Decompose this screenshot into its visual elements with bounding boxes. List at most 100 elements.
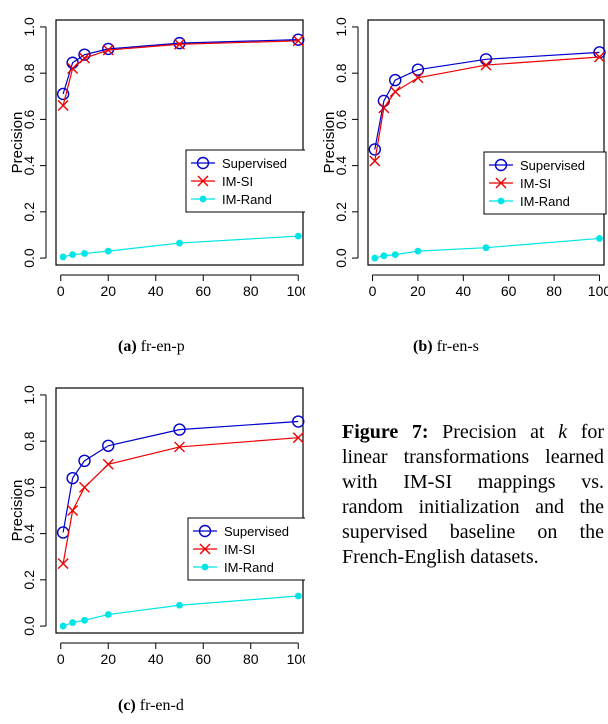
series-im-si: [57, 432, 304, 570]
y-tick-label: 0.4: [21, 524, 37, 544]
chart-panel-c: 0 20 40 60 80 100 k 0.0 0.2 0.4 0.6 0.8 1.0 Precision…: [0, 368, 305, 668]
y-tick-label: 0.2: [21, 202, 37, 222]
data-point-stroke-b: [292, 35, 304, 47]
x-tick-label: 100: [287, 651, 305, 667]
series-im-rand: [59, 592, 302, 630]
data-point-stroke-b: [389, 86, 401, 98]
data-point-stroke-b: [174, 441, 185, 453]
caption-c: (c) fr-en-d: [118, 697, 184, 715]
series-im-rand: [59, 232, 302, 261]
legend-label: IM-Rand: [222, 192, 272, 207]
data-point: [81, 250, 88, 257]
data-point-stroke-b: [57, 100, 69, 112]
chart-fr-en-d: 0 20 40 60 80 100 k 0.0 0.2 0.4 0.6 0.8 1.0 Precision…: [9, 385, 305, 668]
data-point: [368, 143, 382, 156]
data-point-stroke-b: [102, 458, 114, 470]
legend: Supervised IM-SI IM-Rand: [483, 151, 607, 215]
data-point-stroke-b: [102, 44, 114, 56]
data-point: [391, 251, 399, 258]
data-point: [66, 471, 79, 485]
y-tick-label: 0.2: [21, 570, 37, 590]
data-point: [102, 458, 114, 470]
x-tick-label: 100: [287, 283, 305, 299]
data-point: [389, 86, 401, 98]
legend-label: IM-SI: [520, 176, 551, 191]
series-line: [374, 56, 600, 162]
y-axis-label: Precision: [321, 112, 338, 174]
data-point: [411, 63, 425, 76]
series-supervised: [56, 415, 305, 539]
caption-c-text: fr-en-d: [139, 697, 184, 714]
data-point-stroke-b: [593, 51, 605, 63]
data-point-stroke-b: [57, 558, 69, 570]
data-point: [57, 100, 69, 112]
data-point: [292, 432, 304, 444]
legend-marker: [196, 156, 210, 170]
legend-item: IM-Rand: [191, 192, 272, 207]
data-point-stroke-b: [67, 63, 79, 75]
data-point: [593, 51, 605, 63]
plot-frame: [55, 387, 304, 634]
chart-panel-a: 0 20 40 60 80 100 k 0.0 0.2 0.4 0.6 0.8 1.0 Precision…: [0, 0, 305, 300]
data-point: [69, 619, 77, 626]
legend-label: IM-Rand: [224, 560, 274, 575]
series-line: [62, 40, 299, 106]
y-tick-label: 1.0: [21, 17, 37, 37]
legend: Supervised IM-SI IM-Rand: [185, 149, 305, 213]
y-tick-label: 0.8: [21, 431, 37, 451]
x-tick-label: 0: [57, 651, 65, 667]
legend-marker: [199, 195, 207, 203]
y-tick-label: 0.8: [21, 63, 37, 83]
legend-marker: [494, 158, 508, 172]
plot-frame: [367, 19, 605, 266]
legend-marker: [199, 543, 211, 555]
x-axis-label: k: [176, 298, 184, 300]
data-point: [102, 42, 115, 56]
x-tick-label: 80: [243, 283, 259, 299]
data-point: [67, 63, 79, 75]
caption-b-label: (b): [413, 338, 433, 355]
legend-item: IM-SI: [193, 542, 255, 557]
x-tick-label: 80: [243, 651, 259, 667]
x-tick-label: 60: [195, 283, 211, 299]
x-tick-label: 20: [100, 651, 116, 667]
data-point-stroke-b: [174, 38, 185, 50]
data-point: [176, 601, 183, 609]
data-point: [78, 48, 91, 61]
y-tick-label: 0.8: [333, 63, 349, 83]
data-point: [79, 52, 90, 64]
legend-marker: [495, 177, 507, 189]
legend-marker-stroke-b: [197, 175, 209, 187]
caption-a-label: (a): [118, 338, 137, 355]
chart-panel-b: 0 20 40 60 80 100 k 0.0 0.2 0.4 0.6 0.8 1.0 Precision…: [312, 0, 608, 300]
data-point: [412, 72, 424, 84]
data-point: [173, 423, 186, 436]
y-tick-label: 0.6: [21, 477, 37, 497]
data-point-stroke-b: [378, 102, 390, 114]
series-im-si: [369, 51, 605, 167]
y-tick-label: 0.2: [333, 202, 349, 222]
x-axis-label: k: [482, 298, 490, 300]
legend-label: Supervised: [224, 524, 289, 539]
data-point: [57, 558, 69, 570]
x-tick-label: 0: [369, 283, 377, 299]
data-point-stroke-b: [67, 505, 79, 516]
legend-marker-stroke-b: [199, 543, 211, 555]
legend-marker: [197, 175, 209, 187]
legend-item: IM-Rand: [193, 560, 274, 575]
caption-b: (b) fr-en-s: [413, 338, 479, 356]
data-point-stroke-b: [79, 481, 90, 493]
legend-marker-stroke-b: [495, 177, 507, 189]
data-point: [173, 36, 186, 50]
plot-frame: [55, 19, 304, 266]
data-point: [378, 102, 390, 114]
x-axis-label: k: [176, 666, 184, 668]
data-point: [596, 235, 603, 242]
legend-item: IM-Rand: [489, 194, 570, 209]
data-point-stroke-b: [79, 52, 90, 64]
data-point: [78, 454, 91, 468]
series-supervised: [56, 33, 305, 101]
data-point: [294, 592, 302, 600]
series-im-si: [57, 35, 304, 112]
data-point: [59, 253, 67, 261]
